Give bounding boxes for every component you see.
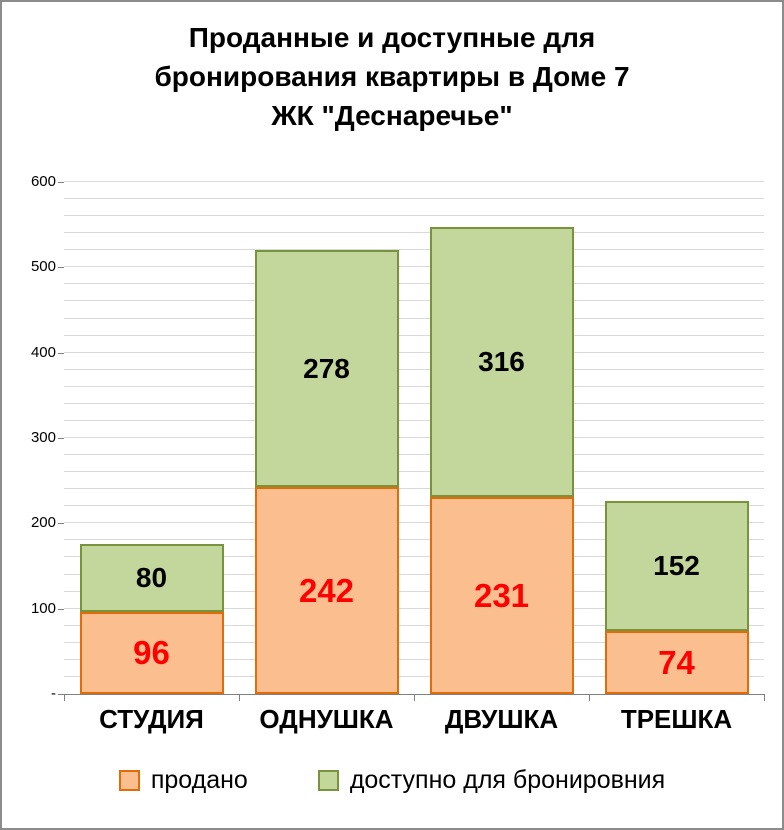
category-label: ДВУШКА xyxy=(444,704,559,734)
gridline xyxy=(64,590,764,592)
gridline xyxy=(64,522,764,524)
x-axis-tick xyxy=(764,695,765,701)
y-axis-tick xyxy=(58,267,64,269)
gridline xyxy=(64,385,764,387)
legend-swatch-available xyxy=(317,770,339,791)
bar-segment-sold: 231 xyxy=(429,497,574,694)
gridline xyxy=(64,419,764,421)
gridline xyxy=(64,198,764,200)
chart-title-line-3: ЖК "Деснаречье" xyxy=(271,100,513,131)
bar-value-label-available: 152 xyxy=(653,550,700,581)
y-axis-tick xyxy=(58,694,64,695)
y-axis-tick-label: 100 xyxy=(30,599,56,617)
bar-value-label-sold: 96 xyxy=(133,634,170,671)
gridline xyxy=(64,215,764,217)
gridline xyxy=(64,556,764,558)
category-label: СТУДИЯ xyxy=(99,704,204,734)
gridline xyxy=(64,283,764,285)
y-axis-tick xyxy=(58,438,64,439)
gridline xyxy=(64,368,764,370)
plot-area: 96 80 242 278 231 316 74 152 xyxy=(64,181,764,694)
bar-segment-sold: 242 xyxy=(254,487,399,694)
y-axis-tick-label: 600 xyxy=(30,173,56,190)
gridline xyxy=(64,454,764,456)
y-axis-tick xyxy=(58,182,64,183)
y-axis-tick-label: 200 xyxy=(30,514,56,532)
x-axis-tick xyxy=(589,695,590,701)
bar-segment-available: 278 xyxy=(254,250,399,487)
y-axis-tick-label: - xyxy=(51,685,56,702)
gridline xyxy=(64,351,764,353)
legend-label-sold: продано xyxy=(150,766,248,794)
legend: продано доступно для бронировния xyxy=(2,766,782,795)
chart-title-line-2: бронирования квартиры в Доме 7 xyxy=(154,61,630,92)
bar-value-label-available: 316 xyxy=(478,346,525,377)
y-axis-tick xyxy=(58,523,64,525)
bar-value-label-available: 278 xyxy=(303,352,350,384)
gridline xyxy=(64,675,764,677)
gridline xyxy=(64,505,764,507)
gridline xyxy=(64,232,764,234)
y-axis-tick-label: 300 xyxy=(30,429,56,446)
gridline xyxy=(64,317,764,319)
bar-value-label-sold: 74 xyxy=(658,643,695,681)
gridline xyxy=(64,334,764,336)
legend-item-available: доступно для бронировния xyxy=(317,766,666,795)
legend-item-sold: продано xyxy=(118,766,248,795)
x-axis-tick xyxy=(64,695,65,701)
y-axis-tick xyxy=(58,608,64,610)
gridline xyxy=(64,471,764,473)
chart-title: Проданные и доступные для бронирования к… xyxy=(2,18,782,135)
gridline xyxy=(64,181,764,182)
gridline xyxy=(64,300,764,302)
y-axis-tick-label: 400 xyxy=(30,343,56,361)
gridline xyxy=(64,249,764,251)
gridline xyxy=(64,658,764,660)
chart-title-line-1: Проданные и доступные для xyxy=(188,22,596,53)
x-axis-tick xyxy=(414,695,415,701)
bar-segment-sold: 74 xyxy=(604,631,749,694)
gridline xyxy=(64,573,764,575)
gridline xyxy=(64,539,764,541)
gridline xyxy=(64,266,764,268)
y-axis-tick-label: 500 xyxy=(30,258,56,276)
legend-swatch-sold xyxy=(118,770,140,791)
bar-segment-available: 80 xyxy=(79,544,224,612)
gridline xyxy=(64,641,764,643)
gridline xyxy=(64,607,764,609)
legend-label-available: доступно для бронировния xyxy=(349,766,666,794)
bar-segment-available: 316 xyxy=(429,227,574,497)
bar-value-label-available: 80 xyxy=(135,562,168,593)
gridline xyxy=(64,402,764,404)
gridline xyxy=(64,488,764,490)
bar-value-label-sold: 231 xyxy=(473,576,530,614)
bar-value-label-sold: 242 xyxy=(298,571,355,609)
gridline xyxy=(64,437,764,438)
y-axis-tick xyxy=(58,352,64,354)
x-axis-line xyxy=(64,694,765,695)
bar-segment-sold: 96 xyxy=(79,612,224,694)
gridline xyxy=(64,624,764,626)
category-label: ОДНУШКА xyxy=(259,704,394,734)
bar-segment-available: 152 xyxy=(604,501,749,631)
category-label: ТРЕШКА xyxy=(620,704,733,734)
x-axis-tick xyxy=(239,695,240,701)
